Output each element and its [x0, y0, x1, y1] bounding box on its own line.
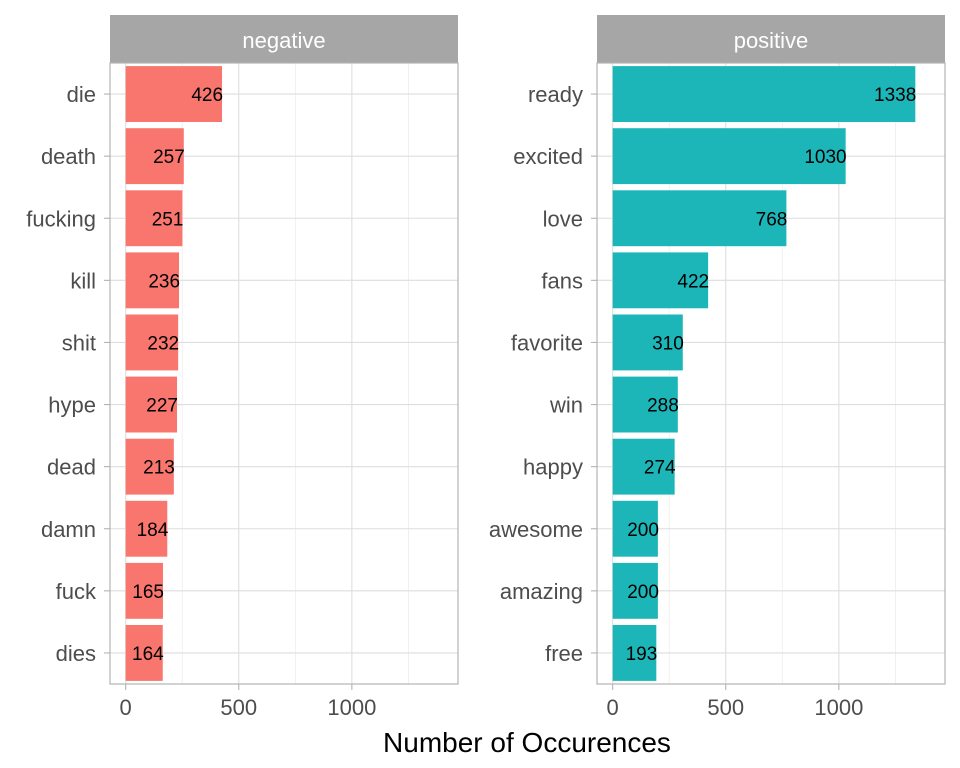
bar-value-label: 232 — [147, 333, 179, 354]
facet-panel-negative: negative 0 500 1000 die death fucking kill shit h… — [26, 15, 459, 720]
y-tick-label: favorite — [511, 330, 583, 355]
bar — [612, 314, 683, 371]
y-tick-label: die — [67, 82, 96, 107]
bar — [125, 252, 180, 309]
y-tick-label: damn — [41, 517, 96, 542]
bar-value-label: 165 — [132, 582, 164, 603]
x-tick-label: 1000 — [327, 695, 376, 720]
y-tick-label: ready — [528, 82, 583, 107]
bar-value-label: 227 — [146, 396, 178, 417]
x-axis-title: Number of Occurences — [383, 727, 671, 758]
x-tick-label: 500 — [220, 695, 257, 720]
bar-value-label: 422 — [677, 271, 709, 292]
facet-strip — [597, 15, 945, 63]
bar — [125, 562, 163, 619]
x-tick-label: 0 — [120, 695, 132, 720]
bar — [612, 625, 657, 681]
bar-value-label: 164 — [132, 644, 164, 665]
y-tick-label: fans — [541, 268, 583, 293]
y-tick-label: happy — [523, 455, 583, 480]
bar — [125, 190, 183, 247]
y-tick-label: dies — [56, 641, 96, 666]
bar — [125, 128, 184, 185]
bar — [612, 376, 678, 433]
bar-value-label: 1338 — [874, 85, 916, 106]
bar — [612, 438, 675, 495]
bar-value-label: 310 — [652, 333, 684, 354]
bar — [125, 438, 174, 495]
bar — [125, 625, 163, 681]
bar-value-label: 768 — [756, 209, 788, 230]
bar-value-label: 1030 — [804, 147, 846, 168]
bar — [125, 314, 179, 371]
y-tick-label: love — [543, 206, 583, 231]
y-tick-label: amazing — [500, 579, 583, 604]
y-tick-label: kill — [70, 268, 96, 293]
bar-value-label: 184 — [137, 520, 169, 541]
y-tick-label: fucking — [26, 206, 96, 231]
y-tick-label: death — [41, 144, 96, 169]
bar-value-label: 193 — [626, 644, 658, 665]
facet-panel-positive: positive 0 500 1000 ready excited love fans favo… — [489, 15, 946, 720]
bar — [612, 500, 658, 557]
bar — [125, 66, 223, 122]
y-tick-label: free — [545, 641, 583, 666]
y-tick-label: win — [549, 393, 583, 418]
bar-value-label: 274 — [644, 458, 676, 479]
facet-strip-label: negative — [242, 28, 325, 53]
bar-value-label: 200 — [627, 582, 659, 603]
facet-strip-label: positive — [734, 28, 809, 53]
bar — [125, 500, 168, 557]
bar — [612, 252, 709, 309]
bar — [125, 376, 178, 433]
y-tick-label: hype — [48, 393, 96, 418]
chart-panels: negative 0 500 1000 die death fucking kill shit h… — [26, 15, 946, 720]
x-tick-label: 0 — [607, 695, 619, 720]
bar-value-label: 288 — [647, 396, 679, 417]
bar-value-label: 257 — [153, 147, 185, 168]
x-tick-label: 500 — [707, 695, 744, 720]
bar-value-label: 200 — [627, 520, 659, 541]
bar-value-label: 213 — [143, 458, 175, 479]
panel-border — [596, 62, 946, 685]
y-tick-label: awesome — [489, 517, 583, 542]
panel-border — [109, 62, 459, 685]
bar-value-label: 251 — [152, 209, 184, 230]
facet-strip — [110, 15, 458, 63]
x-tick-label: 1000 — [814, 695, 863, 720]
bar — [612, 190, 787, 247]
bar-value-label: 236 — [148, 271, 180, 292]
y-tick-label: dead — [47, 455, 96, 480]
bar — [612, 128, 846, 185]
y-tick-label: excited — [513, 144, 583, 169]
bar — [612, 562, 658, 619]
y-tick-label: shit — [62, 330, 96, 355]
y-tick-label: fuck — [56, 579, 97, 604]
bar — [612, 66, 916, 122]
bar-value-label: 426 — [191, 85, 223, 106]
